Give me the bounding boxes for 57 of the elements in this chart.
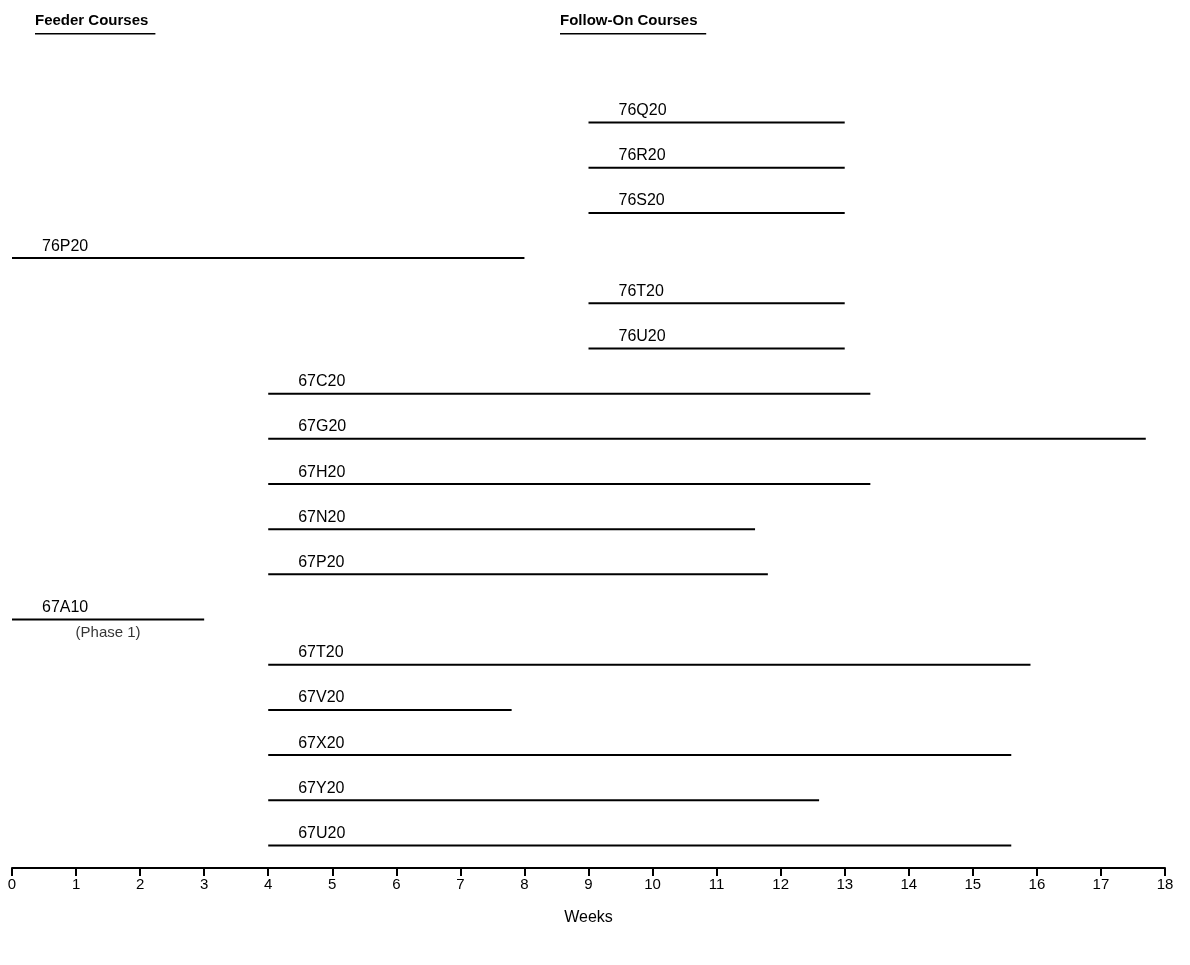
x-axis-title: Weeks bbox=[564, 907, 613, 925]
x-tick-label: 5 bbox=[328, 875, 337, 892]
x-tick-label: 2 bbox=[135, 875, 145, 892]
bar bbox=[268, 844, 1012, 847]
bar bbox=[12, 618, 205, 621]
y-tick-label: 76U20 bbox=[618, 326, 666, 344]
bar bbox=[588, 347, 845, 350]
bar bbox=[268, 528, 756, 531]
text: Feeder Courses bbox=[35, 11, 149, 28]
x-tick-label: 8 bbox=[520, 875, 529, 892]
y-tick-label: 67T20 bbox=[298, 643, 344, 661]
x-tick-label: 18 bbox=[1156, 875, 1174, 892]
bar bbox=[588, 166, 845, 169]
x-tick-label: 11 bbox=[708, 875, 725, 892]
y-tick-label: 76R20 bbox=[618, 146, 666, 164]
y-tick-label: 67H20 bbox=[298, 462, 346, 480]
annotation: (Phase 1) bbox=[75, 622, 141, 640]
bar bbox=[12, 257, 525, 260]
x-tick-label: 7 bbox=[456, 875, 465, 892]
x-tick-label: 4 bbox=[264, 875, 273, 892]
y-tick-label: 76P20 bbox=[42, 236, 89, 254]
bar bbox=[268, 799, 820, 802]
bar bbox=[268, 573, 768, 576]
y-tick-label: 67C20 bbox=[298, 372, 346, 390]
text: Follow-On Courses bbox=[560, 11, 698, 28]
y-tick-label: 67V20 bbox=[298, 688, 345, 706]
x-tick-label: 14 bbox=[900, 875, 918, 892]
x-tick-label: 17 bbox=[1092, 875, 1110, 892]
bar bbox=[588, 302, 845, 305]
y-tick-label: 67U20 bbox=[298, 823, 346, 841]
x-tick-label: 0 bbox=[7, 875, 17, 892]
y-tick-label: 67X20 bbox=[298, 733, 345, 751]
x-tick-label: 9 bbox=[584, 875, 593, 892]
bar bbox=[268, 392, 871, 395]
bar bbox=[588, 121, 845, 124]
y-tick-label: 76S20 bbox=[618, 191, 665, 209]
x-tick-label: 12 bbox=[772, 875, 790, 892]
bar bbox=[268, 708, 512, 711]
bar bbox=[588, 211, 845, 214]
x-tick-label: 16 bbox=[1028, 875, 1046, 892]
bar bbox=[268, 754, 1012, 757]
y-tick-label: 67G20 bbox=[298, 417, 347, 435]
x-tick-label: 6 bbox=[392, 875, 401, 892]
y-tick-label: 76T20 bbox=[618, 281, 664, 299]
x-tick-label: 15 bbox=[964, 875, 982, 892]
x-tick-label: 10 bbox=[644, 875, 661, 892]
y-tick-label: 67A10 bbox=[42, 598, 89, 616]
y-tick-label: 76Q20 bbox=[618, 101, 667, 119]
x-tick-label: 1 bbox=[71, 875, 81, 892]
y-tick-label: 67N20 bbox=[298, 507, 346, 525]
y-tick-label: 67Y20 bbox=[298, 778, 345, 796]
y-tick-label: 67P20 bbox=[298, 552, 345, 570]
bar bbox=[268, 437, 1146, 440]
bar bbox=[268, 663, 1031, 666]
x-tick-label: 3 bbox=[199, 875, 209, 892]
x-tick-label: 13 bbox=[836, 875, 854, 892]
bar bbox=[268, 483, 871, 485]
